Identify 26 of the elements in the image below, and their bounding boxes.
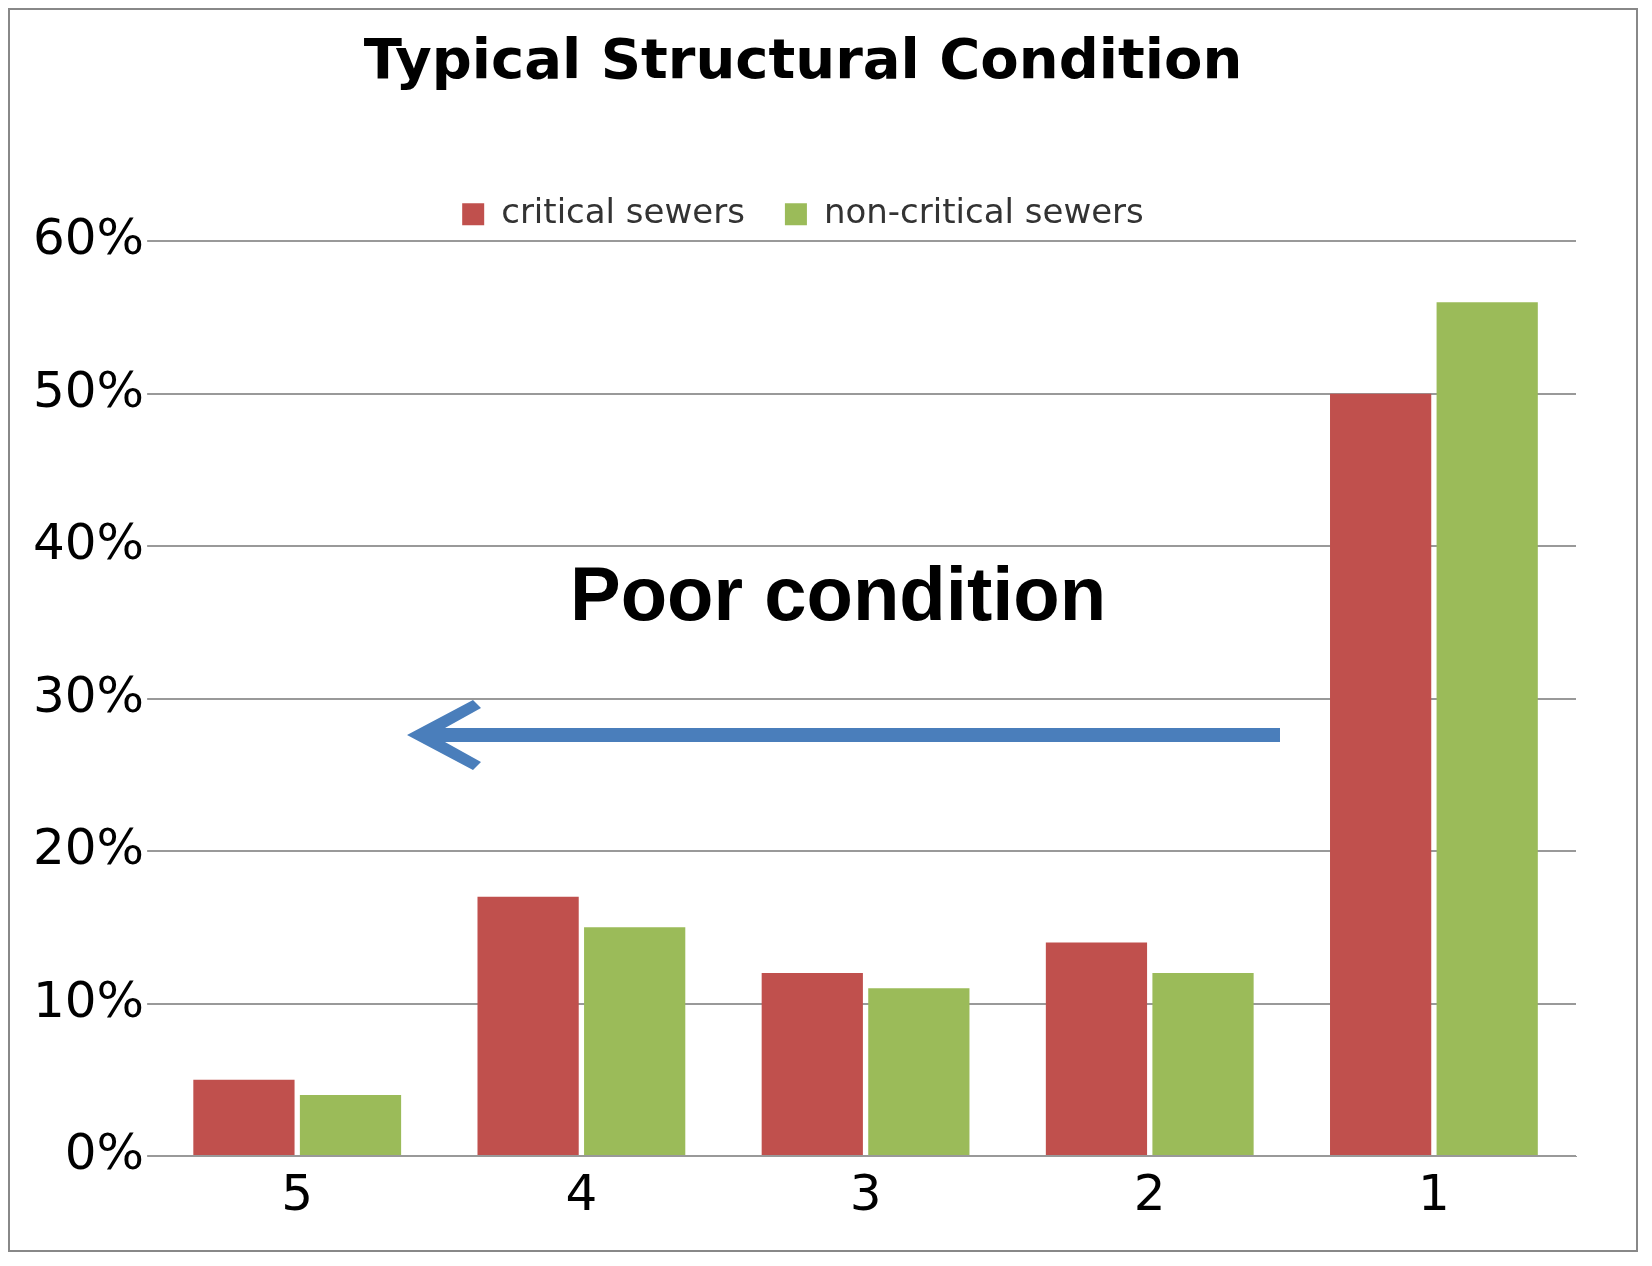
y-tick-label: 30% — [32, 665, 145, 724]
y-tick-label: 60% — [32, 208, 145, 267]
bar — [1152, 973, 1254, 1155]
x-tick-label: 2 — [1133, 1163, 1166, 1222]
bar — [477, 896, 579, 1155]
legend-label: critical sewers — [501, 191, 745, 232]
bar — [584, 927, 686, 1155]
chart-title: Typical Structural Condition — [363, 26, 1243, 92]
x-tick-label: 4 — [565, 1163, 598, 1222]
y-tick-label: 0% — [64, 1122, 145, 1181]
bar — [1330, 393, 1432, 1155]
annotation: Poor condition — [570, 550, 1107, 637]
x-tick-label: 3 — [849, 1163, 882, 1222]
x-tick-label: 5 — [281, 1163, 314, 1222]
y-tick-label: 50% — [32, 360, 145, 419]
bar — [193, 1079, 295, 1155]
y-tick-label: 20% — [32, 818, 145, 877]
y-tick-label: 40% — [32, 513, 145, 572]
bar — [1045, 942, 1148, 1155]
bar — [299, 1095, 402, 1155]
x-tick-label: 1 — [1418, 1163, 1450, 1222]
legend-label: non-critical sewers — [823, 191, 1144, 232]
y-tick-label: 10% — [32, 970, 145, 1029]
bar — [761, 973, 863, 1155]
bar — [1436, 302, 1538, 1155]
bar — [868, 988, 970, 1155]
